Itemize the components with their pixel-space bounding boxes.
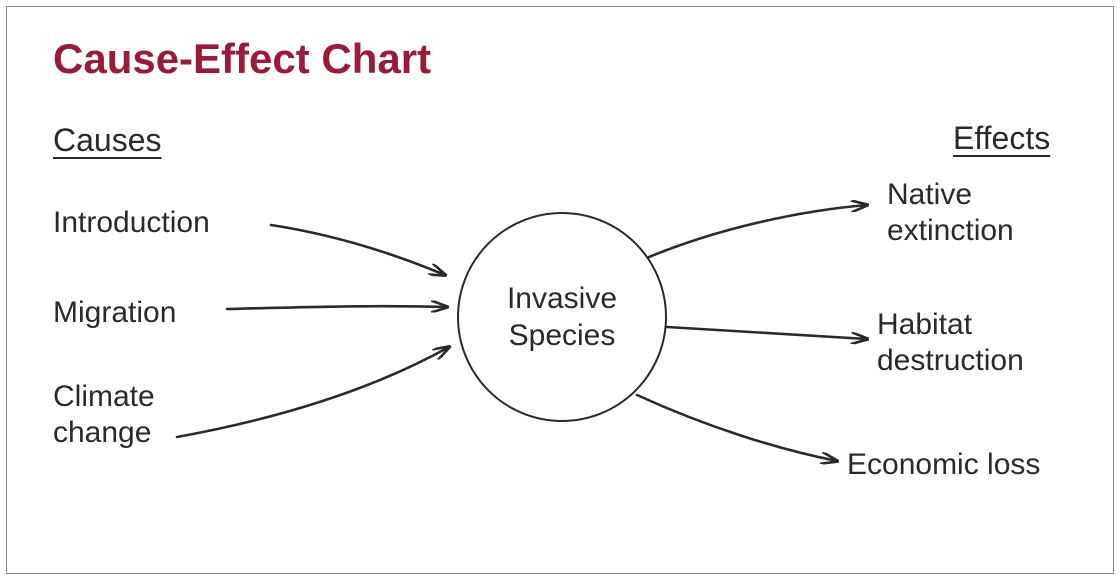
arrow-effect-habitat	[667, 327, 867, 339]
arrows-in	[177, 225, 449, 437]
cause-climate: Climate change	[53, 379, 155, 451]
center-node: Invasive Species	[457, 212, 667, 422]
center-node-circle: Invasive Species	[457, 212, 667, 422]
chart-title: Cause-Effect Chart	[53, 35, 431, 83]
cause-introduction: Introduction	[53, 205, 210, 241]
effect-economic: Economic loss	[847, 447, 1040, 483]
effect-extinction: Native extinction	[887, 177, 1014, 249]
center-node-label: Invasive Species	[507, 280, 617, 355]
chart-frame: Cause-Effect Chart Causes Effects Introd…	[6, 6, 1114, 574]
arrows-out	[637, 205, 867, 461]
effect-habitat: Habitat destruction	[877, 307, 1024, 379]
causes-header: Causes	[53, 122, 162, 159]
arrow-cause-introduction	[271, 225, 445, 275]
arrow-effect-economic	[637, 395, 837, 461]
effects-header: Effects	[953, 120, 1050, 157]
arrow-cause-migration	[227, 306, 447, 309]
arrow-effect-extinction	[649, 205, 867, 257]
cause-migration: Migration	[53, 295, 176, 331]
arrow-cause-climate	[177, 347, 449, 437]
